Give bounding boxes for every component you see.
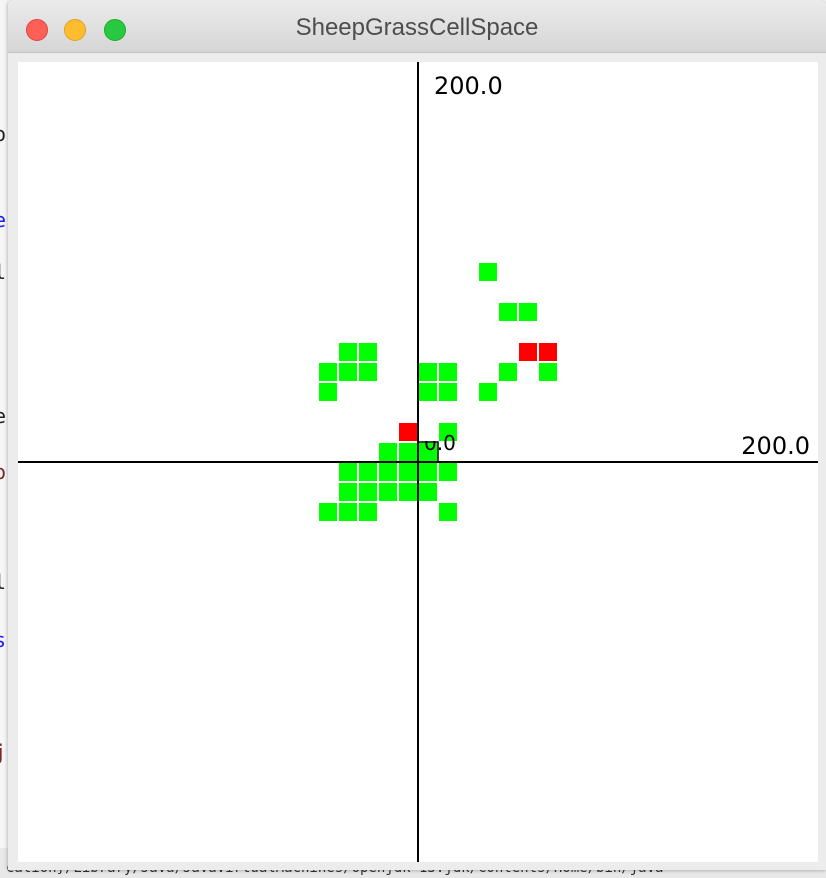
grass-cell[interactable]: [439, 503, 457, 521]
grass-cell[interactable]: [439, 383, 457, 401]
grass-cell[interactable]: [379, 483, 397, 501]
grass-cell[interactable]: [319, 363, 337, 381]
background-text: j: [0, 740, 7, 764]
maximize-button[interactable]: [104, 19, 126, 41]
selected-cell-outline: [417, 441, 439, 463]
grass-cell[interactable]: [339, 363, 357, 381]
grass-cell[interactable]: [359, 343, 377, 361]
background-text: l: [0, 260, 7, 284]
sheep-cell[interactable]: [539, 343, 557, 361]
grass-cell[interactable]: [499, 303, 517, 321]
grass-cell[interactable]: [359, 483, 377, 501]
cells-layer: [319, 263, 557, 521]
background-text: o: [0, 460, 7, 484]
grass-cell[interactable]: [379, 443, 397, 461]
grass-cell[interactable]: [399, 483, 417, 501]
background-text: s: [0, 628, 7, 652]
grass-cell[interactable]: [359, 463, 377, 481]
grass-cell[interactable]: [499, 363, 517, 381]
y-axis-max-label: 200.0: [434, 72, 503, 100]
grass-cell[interactable]: [539, 363, 557, 381]
minimize-button[interactable]: [64, 19, 86, 41]
grass-cell[interactable]: [399, 463, 417, 481]
background-editor-strip: o e l e o l s j: [0, 0, 8, 878]
cell-space-canvas[interactable]: 200.0 200.0 0.0: [18, 62, 818, 862]
grass-cell[interactable]: [379, 463, 397, 481]
window-title: SheepGrassCellSpace: [295, 14, 539, 41]
overlay-layer: [417, 423, 439, 463]
grass-cell[interactable]: [319, 503, 337, 521]
empty-cell[interactable]: [419, 423, 437, 441]
grass-cell[interactable]: [419, 483, 437, 501]
grass-cell[interactable]: [359, 503, 377, 521]
grass-cell[interactable]: [439, 423, 457, 441]
background-text: e: [0, 208, 7, 232]
grass-cell[interactable]: [419, 383, 437, 401]
grass-cell[interactable]: [419, 463, 437, 481]
grass-cell[interactable]: [339, 503, 357, 521]
grass-cell[interactable]: [479, 383, 497, 401]
grass-cell[interactable]: [339, 483, 357, 501]
app-window: SheepGrassCellSpace 200.0 200.0 0.0: [8, 0, 826, 870]
grass-cell[interactable]: [439, 463, 457, 481]
background-text: e: [0, 404, 7, 428]
title-bar[interactable]: SheepGrassCellSpace: [8, 0, 826, 53]
grass-cell[interactable]: [419, 363, 437, 381]
background-text: o: [0, 122, 7, 146]
close-button[interactable]: [26, 19, 48, 41]
grass-cell[interactable]: [359, 363, 377, 381]
grass-cell[interactable]: [339, 463, 357, 481]
sheep-cell[interactable]: [399, 423, 417, 441]
grass-cell[interactable]: [399, 443, 417, 461]
grass-cell[interactable]: [419, 443, 437, 461]
x-axis-max-label: 200.0: [741, 432, 810, 460]
background-text: l: [0, 570, 7, 594]
grass-cell[interactable]: [439, 363, 457, 381]
grass-cell[interactable]: [519, 303, 537, 321]
cell-space-plot[interactable]: 200.0 200.0 0.0: [18, 62, 818, 862]
sheep-cell[interactable]: [519, 343, 537, 361]
grass-cell[interactable]: [479, 263, 497, 281]
grass-cell[interactable]: [319, 383, 337, 401]
grass-cell[interactable]: [339, 343, 357, 361]
